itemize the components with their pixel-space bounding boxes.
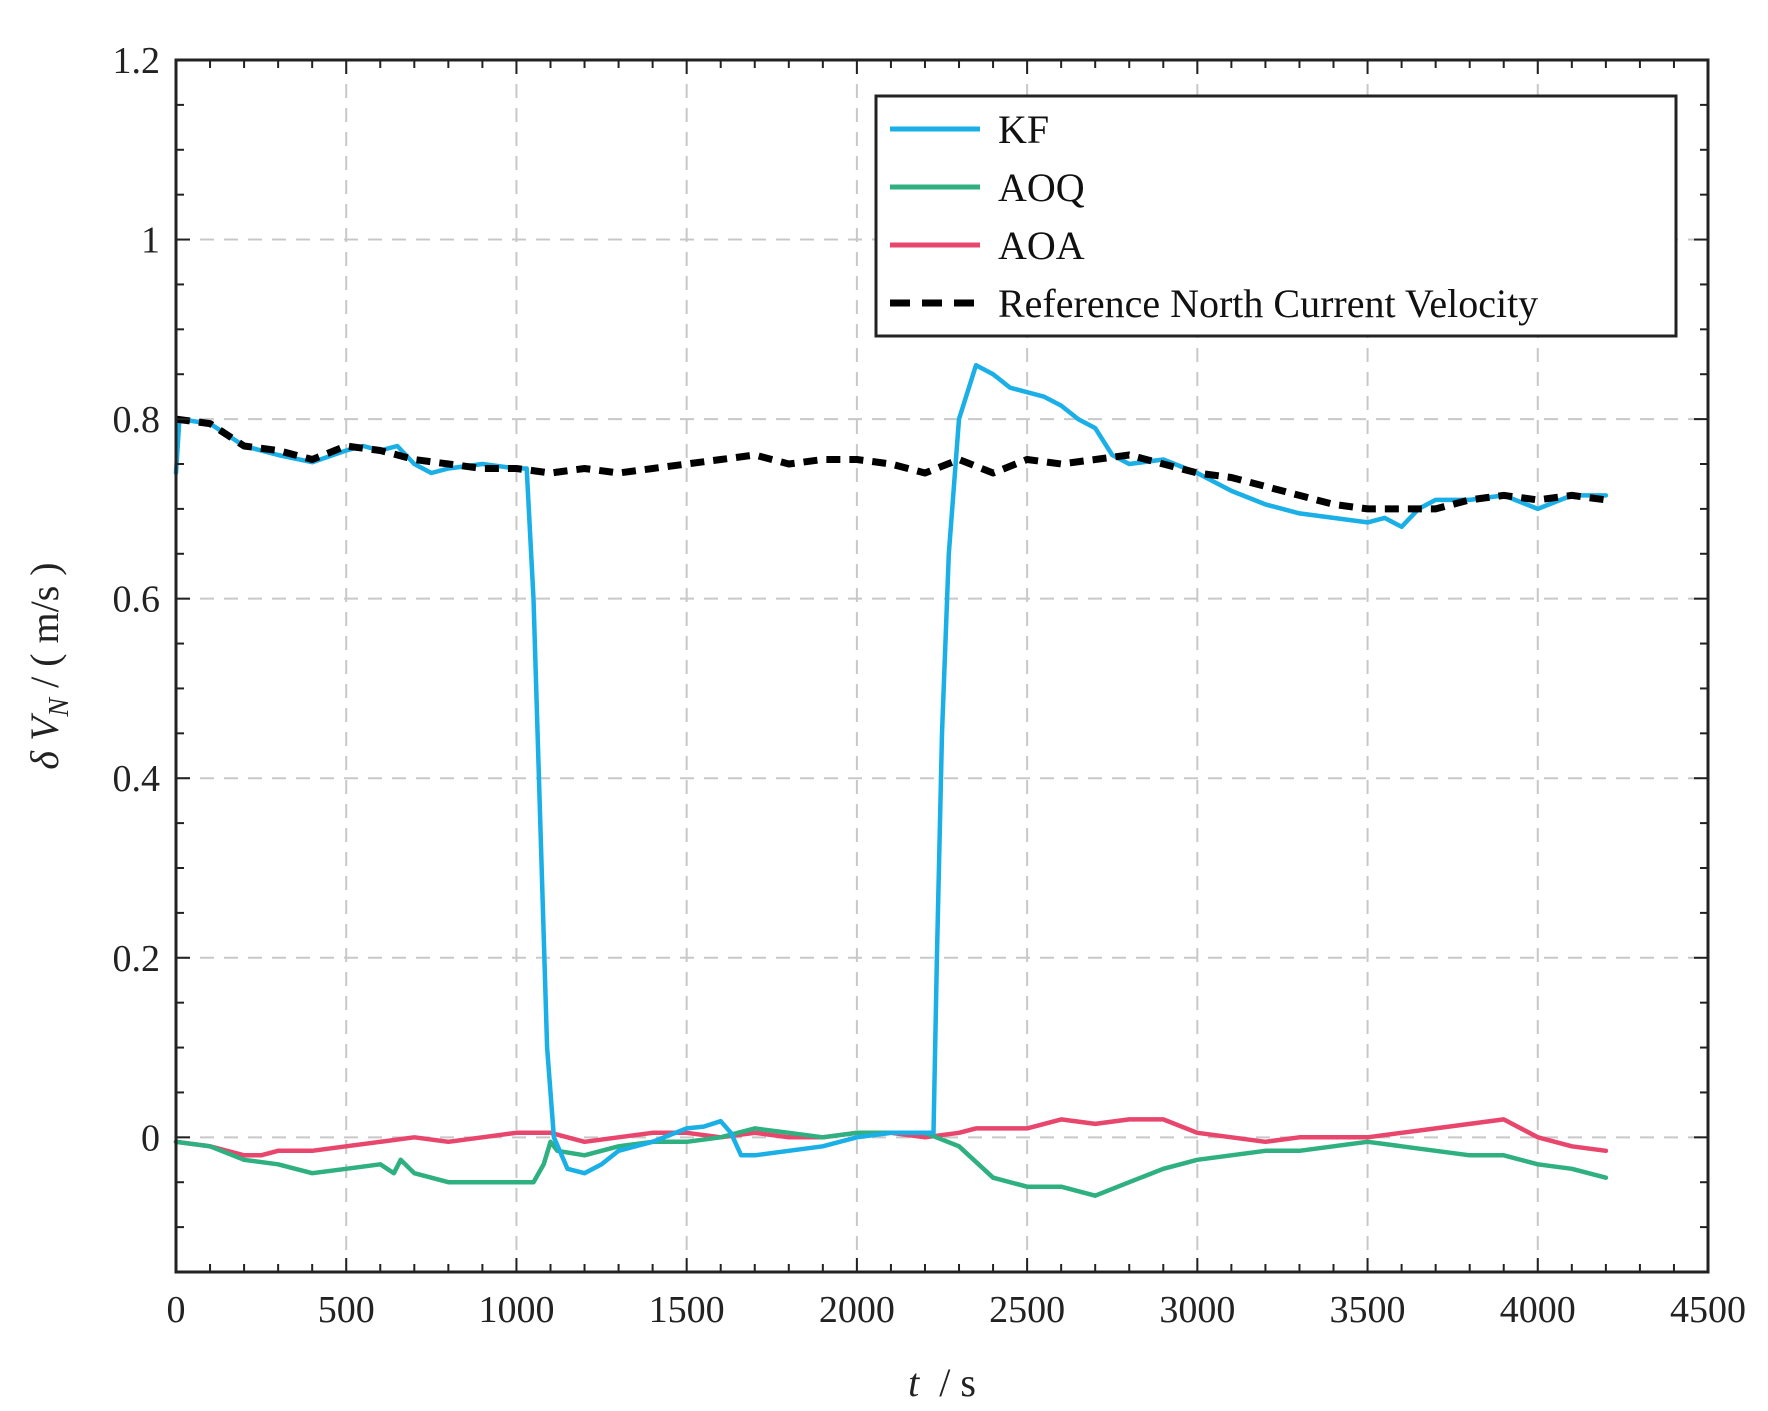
legend-label: Reference North Current Velocity [998,281,1538,326]
series-line-kf [173,362,1609,1176]
x-tick-label: 1000 [478,1289,554,1331]
y-tick-label: 0 [141,1117,160,1159]
legend-label: AOA [998,223,1085,268]
x-tick-label: 3500 [1330,1289,1406,1331]
legend-box [874,94,1678,338]
y-tick-label: 0.6 [113,579,161,621]
x-tick-label: 2000 [819,1289,895,1331]
axis-ticks [175,59,1709,1272]
y-tick-label: 0.8 [113,399,161,441]
x-tick-label: 4500 [1670,1289,1746,1331]
x-tick-label: 500 [318,1289,375,1331]
x-tick-label: 2500 [989,1289,1065,1331]
series-line-aoq [173,1126,1609,1198]
x-tick-labels: 0 500 1000 1500 2000 2500 3000 3500 4000 4500 [167,1289,1747,1331]
y-axis-label: δ VN / ( m/s ) [22,562,75,769]
legend-label: AOQ [998,165,1085,210]
legend: KF AOQ AOA Reference North Current Velocity [874,94,1678,338]
x-tick-label: 3000 [1159,1289,1235,1331]
y-tick-label: 1 [141,220,160,262]
x-axis-sep: / [919,1360,960,1405]
x-axis-var: t [908,1360,920,1405]
y-tick-label: 0.2 [113,938,161,980]
x-tick-label: 1500 [649,1289,725,1331]
y-axis-sub: N [44,697,75,718]
y-tick-label: 0.4 [113,758,161,800]
x-tick-label: 0 [167,1289,186,1331]
y-tick-labels: 0 0.2 0.4 0.6 0.8 1 1.2 [113,40,161,1159]
y-axis-var: V [22,712,67,741]
legend-label: KF [998,107,1049,152]
plot-frame [174,58,1710,1274]
y-axis-unit: / ( m/s ) [22,562,67,698]
y-axis-prefix: δ [22,741,67,770]
x-axis-label: t / s [908,1360,976,1405]
series-lines [173,362,1609,1198]
x-axis-unit: s [960,1360,976,1405]
series-line-reference-north-current-velocity [175,415,1607,513]
x-tick-label: 4000 [1500,1289,1576,1331]
y-tick-label: 1.2 [113,40,161,82]
